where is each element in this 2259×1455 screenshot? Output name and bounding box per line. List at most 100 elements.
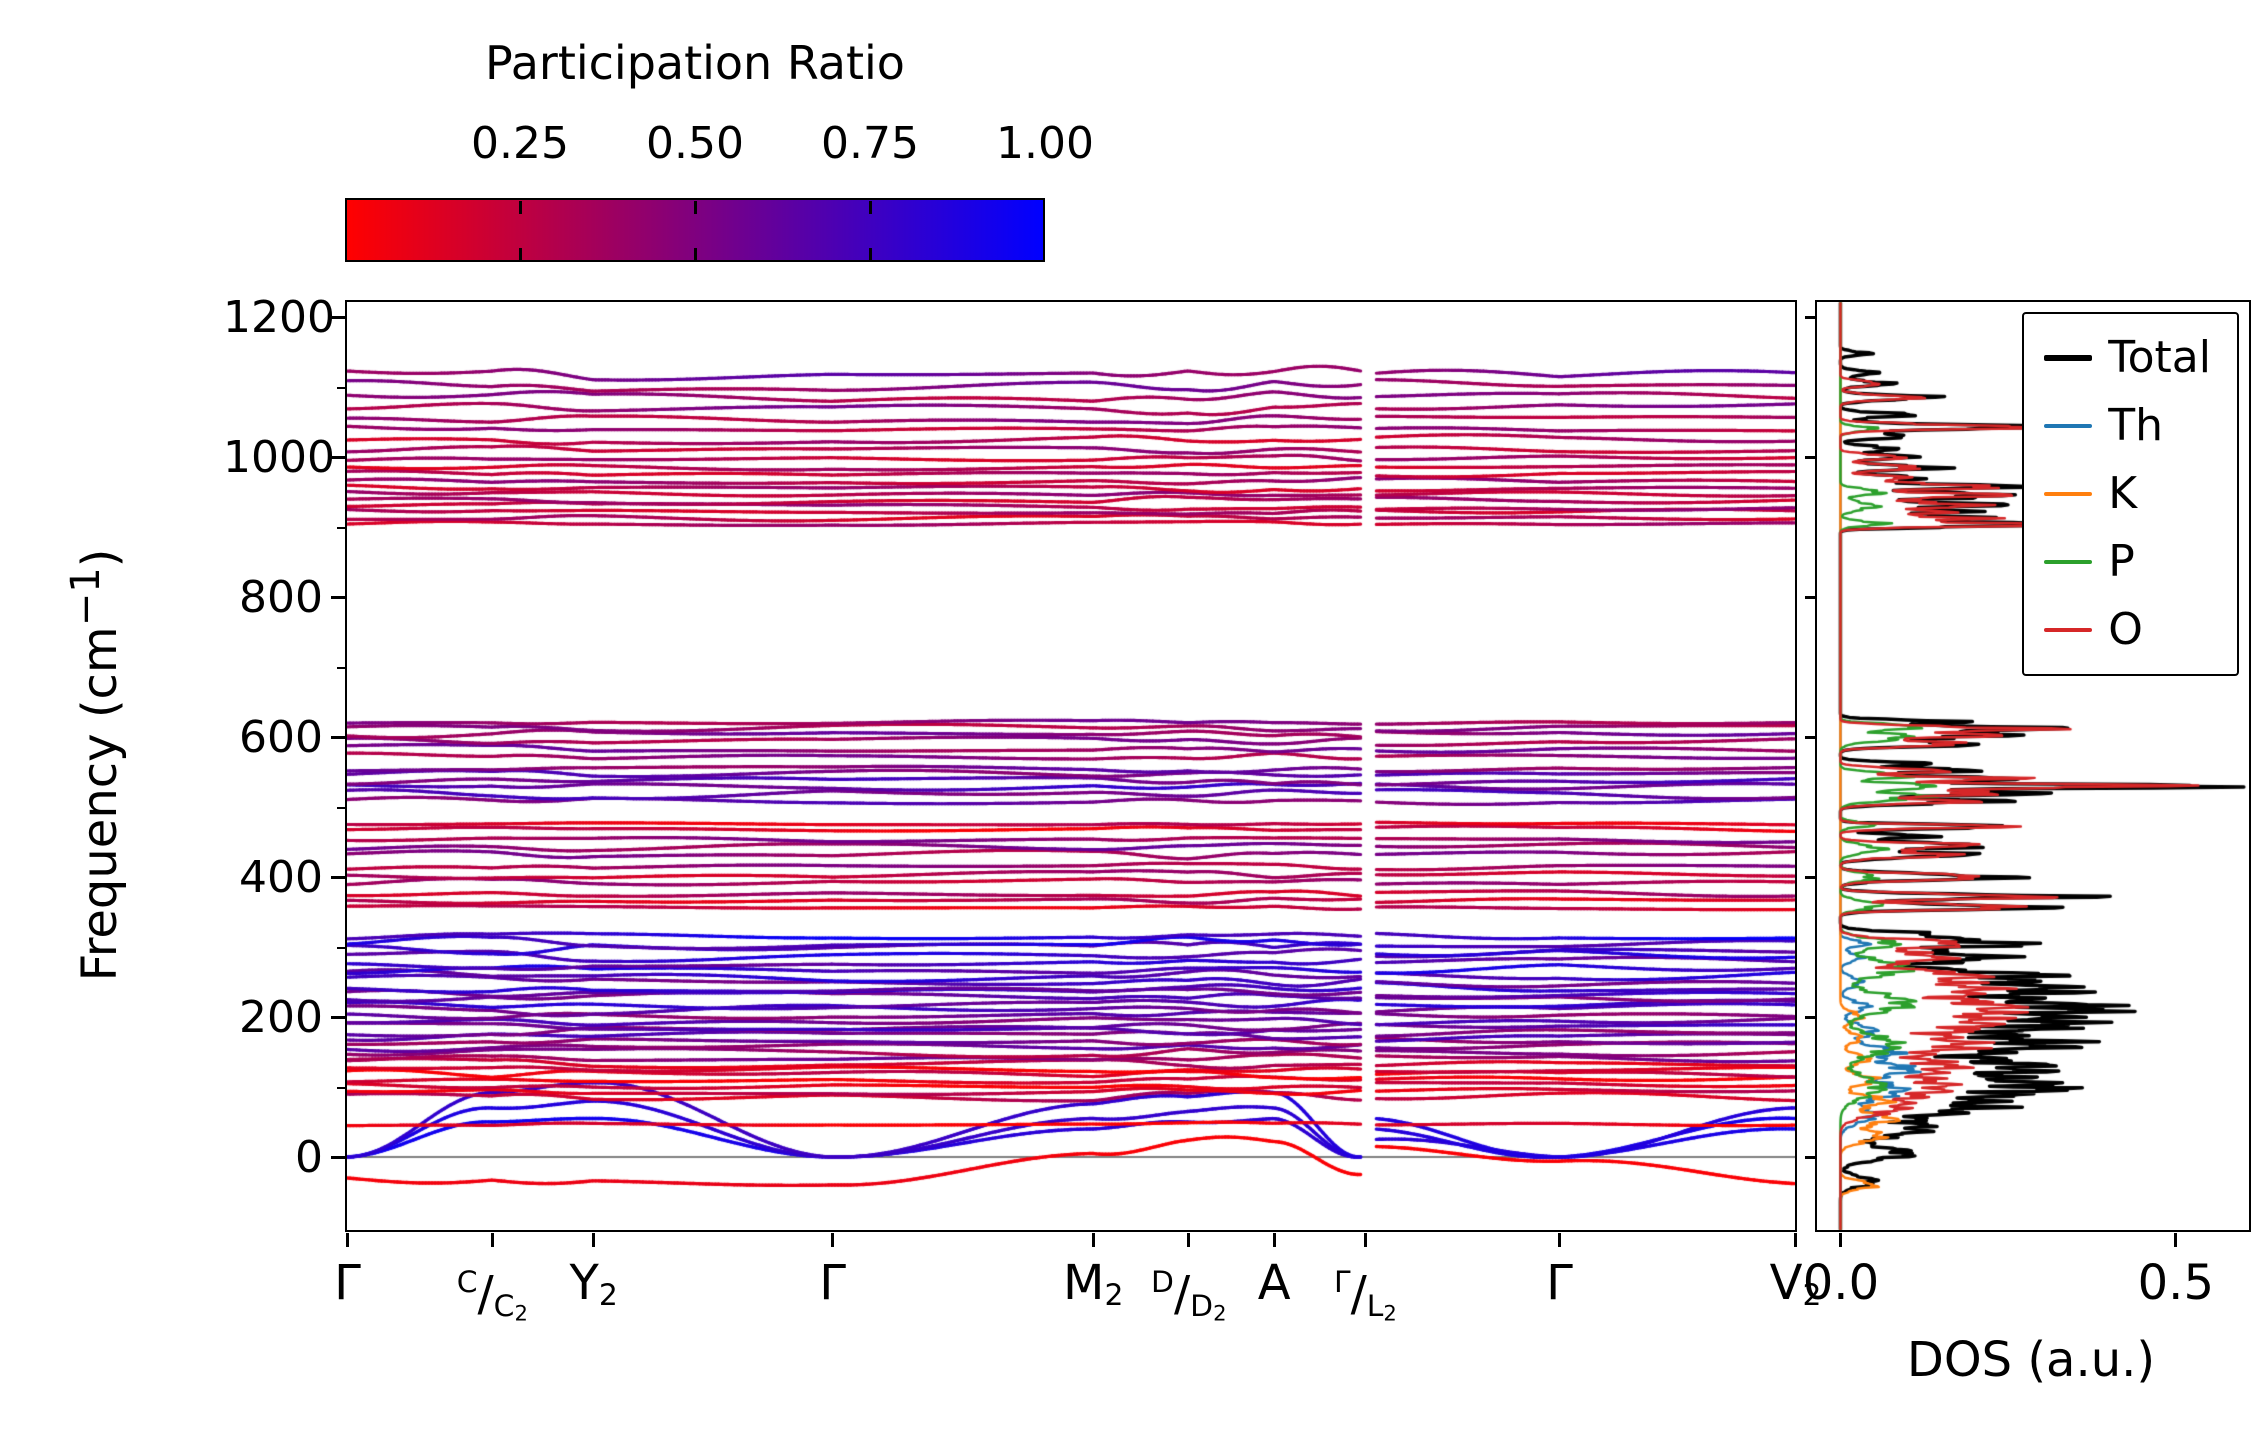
y-tick-mark: [331, 316, 345, 319]
colorbar-tick-label: 1.00: [996, 118, 1094, 169]
k-point-label-part: A: [1257, 1255, 1291, 1311]
dos-x-tick-label: 0.0: [1802, 1255, 1880, 1311]
frequency-axis-label-text: Frequency (cm: [72, 626, 128, 982]
k-point-label-part: 2: [1383, 1300, 1397, 1326]
legend-entry-o: O: [2044, 602, 2211, 658]
frequency-axis-label: Frequency (cm−1): [63, 301, 128, 1229]
dos-y-tick-mark: [1805, 1016, 1815, 1019]
y-minor-tick-mark: [337, 666, 345, 669]
colorbar-tick-mark: [693, 248, 697, 261]
colorbar-tick-label: 0.50: [646, 118, 744, 169]
x-tick-mark: [490, 1233, 494, 1247]
k-point-label-part: C: [493, 1288, 515, 1324]
colorbar-tick-mark: [518, 248, 522, 261]
k-point-label: Γ: [334, 1254, 361, 1312]
dos-axis-label: DOS (a.u.): [1906, 1332, 2156, 1388]
x-tick-mark: [1187, 1233, 1191, 1247]
colorbar-tick-mark: [518, 201, 522, 214]
k-point-label: V2: [1770, 1254, 1822, 1325]
legend-swatch-o: [2044, 628, 2093, 632]
k-point-label-part: Γ: [1546, 1255, 1573, 1311]
legend-entry-p: P: [2044, 534, 2211, 590]
y-tick-mark: [331, 1156, 345, 1159]
legend-label-k: K: [2108, 468, 2138, 519]
y-tick-label: 600: [239, 711, 323, 763]
k-point-label-part: /: [477, 1265, 494, 1322]
dos-legend: Total Th K P O: [2022, 312, 2239, 676]
k-point-label: A: [1258, 1254, 1291, 1312]
y-tick-mark: [331, 736, 345, 739]
y-minor-tick-mark: [337, 386, 345, 389]
band-structure-canvas: [347, 302, 1795, 1230]
k-point-label-part: 2: [1104, 1277, 1124, 1313]
k-point-label-part: C: [456, 1265, 478, 1300]
y-tick-mark: [331, 596, 345, 599]
dos-y-tick-mark: [1805, 456, 1815, 459]
legend-entry-th: Th: [2044, 398, 2211, 454]
legend-label-th: Th: [2108, 400, 2163, 451]
dos-y-tick-mark: [1805, 736, 1815, 739]
legend-swatch-total: [2044, 355, 2093, 361]
k-point-label: M2: [1063, 1254, 1123, 1325]
k-point-label-part: Γ: [1334, 1265, 1351, 1300]
k-point-label-part: L: [1366, 1288, 1384, 1324]
y-tick-mark: [331, 876, 345, 879]
colorbar-title: Participation Ratio: [485, 36, 905, 90]
k-point-label-part: Y: [569, 1255, 599, 1311]
dos-x-tick-label: 0.5: [2137, 1255, 2214, 1311]
k-point-label-part: /: [1350, 1265, 1367, 1322]
dos-y-tick-mark: [1805, 876, 1815, 879]
k-point-label-part: Γ: [334, 1255, 361, 1311]
frequency-axis-label-close: ): [72, 548, 128, 568]
k-point-label-part: V: [1769, 1255, 1803, 1311]
y-tick-label: 200: [239, 991, 323, 1043]
y-minor-tick-mark: [337, 526, 345, 529]
band-structure-panel: [345, 300, 1797, 1232]
dos-panel: Total Th K P O: [1815, 300, 2251, 1232]
x-tick-mark: [346, 1233, 349, 1247]
k-point-label-part: 2: [1213, 1300, 1227, 1326]
k-point-label-part: M: [1063, 1255, 1105, 1311]
colorbar-tick-label: 0.25: [471, 118, 569, 169]
x-tick-mark: [1794, 1233, 1797, 1247]
dos-x-tick-mark: [2174, 1233, 2178, 1247]
legend-swatch-p: [2044, 560, 2093, 564]
x-tick-mark: [1363, 1233, 1367, 1247]
colorbar-tick-mark: [868, 201, 872, 214]
k-point-label-part: 2: [598, 1277, 618, 1313]
y-tick-label: 1200: [223, 291, 335, 343]
k-point-label: Γ: [1546, 1254, 1573, 1312]
y-minor-tick-mark: [337, 946, 345, 949]
y-minor-tick-mark: [337, 1086, 345, 1089]
k-point-label-part: Γ: [819, 1255, 846, 1311]
legend-entry-k: K: [2044, 466, 2211, 522]
k-point-label-part: 2: [514, 1300, 528, 1326]
y-minor-tick-mark: [337, 806, 345, 809]
legend-label-p: P: [2108, 536, 2135, 587]
x-tick-mark: [1091, 1233, 1095, 1247]
k-point-label-part: 2: [1802, 1277, 1822, 1313]
y-tick-label: 1000: [223, 431, 335, 483]
frequency-axis-label-sup: −1: [63, 567, 109, 627]
dos-y-tick-mark: [1805, 316, 1815, 319]
colorbar-tick-mark: [693, 201, 697, 214]
k-point-label-part: D: [1151, 1265, 1174, 1300]
legend-swatch-th: [2044, 424, 2093, 428]
x-tick-mark: [592, 1233, 596, 1247]
k-point-label: Γ: [819, 1254, 846, 1312]
k-point-label: C/C2: [457, 1254, 528, 1342]
k-point-label: D/D2: [1151, 1254, 1226, 1342]
dos-y-tick-mark: [1805, 1156, 1815, 1159]
y-tick-mark: [331, 1016, 345, 1019]
colorbar-tick-mark: [868, 248, 872, 261]
k-point-label: Γ/L2: [1334, 1254, 1397, 1342]
legend-swatch-k: [2044, 492, 2093, 496]
x-tick-mark: [1557, 1233, 1561, 1247]
k-point-label-part: D: [1190, 1288, 1214, 1324]
y-tick-label: 400: [239, 851, 323, 903]
legend-label-o: O: [2108, 604, 2143, 655]
legend-label-total: Total: [2108, 332, 2211, 383]
k-point-label-part: /: [1173, 1265, 1191, 1322]
dos-y-tick-mark: [1805, 596, 1815, 599]
